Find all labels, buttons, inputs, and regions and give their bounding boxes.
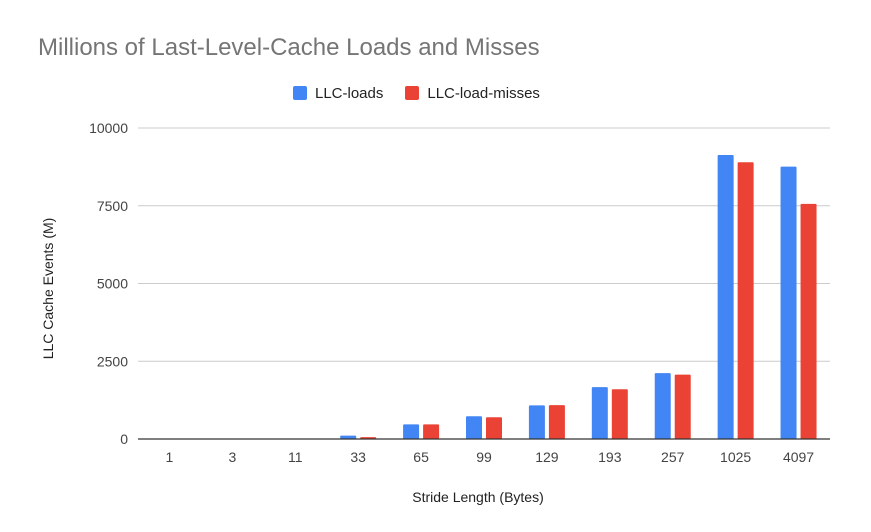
legend-swatch-llc-load-misses	[405, 86, 420, 100]
x-axis-title: Stride Length (Bytes)	[412, 489, 544, 505]
x-tick-label: 3	[228, 449, 236, 465]
legend: LLC-loads LLC-load-misses	[293, 83, 562, 103]
legend-swatch-llc-loads	[293, 86, 307, 100]
bar-llc-loads-1025	[717, 155, 734, 439]
x-tick-label: 1025	[720, 449, 751, 465]
x-tick-label: 11	[288, 449, 303, 465]
legend-item-llc-load-misses: LLC-load-misses	[405, 85, 540, 102]
gridlines	[138, 127, 830, 362]
x-tick-label: 4097	[783, 449, 814, 465]
y-tick-label: 10000	[89, 120, 128, 136]
y-tick-label: 0	[120, 431, 128, 447]
x-tick-label: 33	[350, 449, 366, 465]
y-axis-title: LLC Cache Events (M)	[40, 218, 56, 360]
bar-llc-load-misses-65	[423, 424, 440, 439]
y-tick-label: 5000	[97, 276, 128, 292]
bar-llc-load-misses-257	[674, 374, 691, 439]
x-tick-label: 65	[413, 449, 429, 465]
bar-llc-loads-129	[528, 405, 545, 439]
x-tick-label: 99	[476, 449, 492, 465]
bar-llc-load-misses-193	[611, 389, 628, 439]
bar-llc-load-misses-129	[548, 405, 565, 439]
y-tick-labels: 0 2500 5000 7500 10000	[89, 120, 128, 447]
x-tick-label: 257	[661, 449, 685, 465]
bar-llc-loads-99	[466, 416, 482, 439]
bar-llc-load-misses-1025	[737, 162, 754, 439]
bar-llc-loads-4097	[780, 166, 797, 439]
legend-label-llc-loads: LLC-loads	[315, 84, 384, 102]
bar-llc-load-misses-4097	[800, 203, 817, 439]
bar-llc-loads-257	[654, 373, 671, 439]
bars	[151, 155, 817, 439]
bar-llc-loads-193	[591, 387, 608, 439]
chart-title: Millions of Last-Level-Cache Loads and M…	[38, 34, 540, 61]
legend-item-llc-loads: LLC-loads	[293, 85, 383, 102]
y-tick-label: 2500	[97, 353, 128, 369]
y-tick-label: 7500	[97, 198, 128, 214]
bar-llc-load-misses-99	[486, 417, 502, 439]
x-tick-label: 193	[598, 449, 622, 465]
x-tick-label: 1	[166, 449, 174, 465]
bar-llc-loads-33	[340, 435, 357, 439]
x-tick-labels: 1 3 11 33 65 99 129 193 257 1025 4097	[166, 449, 815, 465]
x-tick-label: 129	[535, 449, 559, 465]
legend-label-llc-load-misses: LLC-load-misses	[427, 84, 540, 102]
bar-llc-loads-65	[403, 424, 420, 439]
